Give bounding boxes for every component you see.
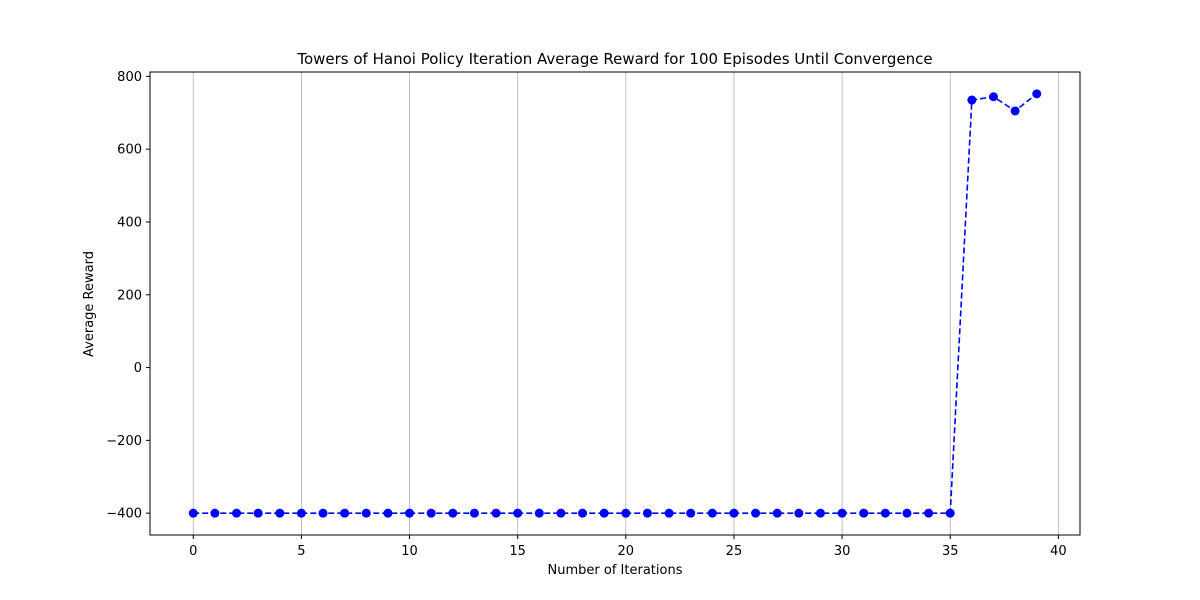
data-point: [945, 508, 955, 518]
series-layer: [188, 89, 1042, 518]
chart-title: Towers of Hanoi Policy Iteration Average…: [296, 50, 932, 68]
y-tick-label: 0: [134, 361, 142, 376]
x-tick-label: 25: [726, 544, 743, 559]
y-axis-label: Average Reward: [82, 251, 97, 357]
data-point: [253, 508, 263, 518]
data-point: [664, 508, 674, 518]
data-point: [232, 508, 242, 518]
data-point: [1032, 89, 1042, 99]
data-point: [318, 508, 328, 518]
data-point: [707, 508, 717, 518]
data-point: [859, 508, 869, 518]
data-point: [210, 508, 220, 518]
y-tick-label: 600: [117, 143, 142, 158]
x-tick-label: 40: [1050, 544, 1067, 559]
x-tick-label: 10: [401, 544, 418, 559]
data-point: [448, 508, 458, 518]
x-axis: 0 5 10 15 20 25 30 35 40: [189, 535, 1067, 559]
data-point: [599, 508, 609, 518]
data-point: [296, 508, 306, 518]
data-point: [967, 95, 977, 105]
series-line: [193, 93, 1038, 514]
data-point: [924, 508, 934, 518]
data-point: [902, 508, 912, 518]
data-point: [340, 508, 350, 518]
x-tick-label: 15: [509, 544, 526, 559]
data-point: [405, 508, 415, 518]
data-point: [361, 508, 371, 518]
data-point: [491, 508, 501, 518]
data-point: [1010, 106, 1020, 116]
data-point: [729, 508, 739, 518]
data-point: [383, 508, 393, 518]
x-tick-label: 5: [297, 544, 305, 559]
x-tick-label: 20: [618, 544, 635, 559]
data-point: [513, 508, 523, 518]
y-tick-label: −400: [106, 507, 142, 522]
data-point: [642, 508, 652, 518]
data-point: [815, 508, 825, 518]
data-point: [751, 508, 761, 518]
data-point: [988, 92, 998, 102]
data-point: [794, 508, 804, 518]
plot-frame: [149, 71, 1081, 536]
data-point: [686, 508, 696, 518]
data-point: [621, 508, 631, 518]
data-point: [469, 508, 479, 518]
data-point: [275, 508, 285, 518]
data-point: [880, 508, 890, 518]
x-tick-label: 30: [834, 544, 851, 559]
y-tick-label: 400: [117, 215, 142, 230]
data-point: [578, 508, 588, 518]
data-point: [426, 508, 436, 518]
grid-lines: [192, 72, 1059, 535]
data-point: [772, 508, 782, 518]
data-point: [534, 508, 544, 518]
x-tick-label: 35: [942, 544, 959, 559]
y-tick-label: −200: [106, 434, 142, 449]
data-point: [556, 508, 566, 518]
y-tick-label: 800: [117, 70, 142, 85]
y-tick-label: 200: [117, 288, 142, 303]
x-axis-label: Number of Iterations: [548, 563, 683, 578]
y-axis: −400 −200 0 200 400 600 800: [106, 70, 150, 522]
data-point: [837, 508, 847, 518]
data-point: [188, 508, 198, 518]
x-tick-label: 0: [189, 544, 197, 559]
